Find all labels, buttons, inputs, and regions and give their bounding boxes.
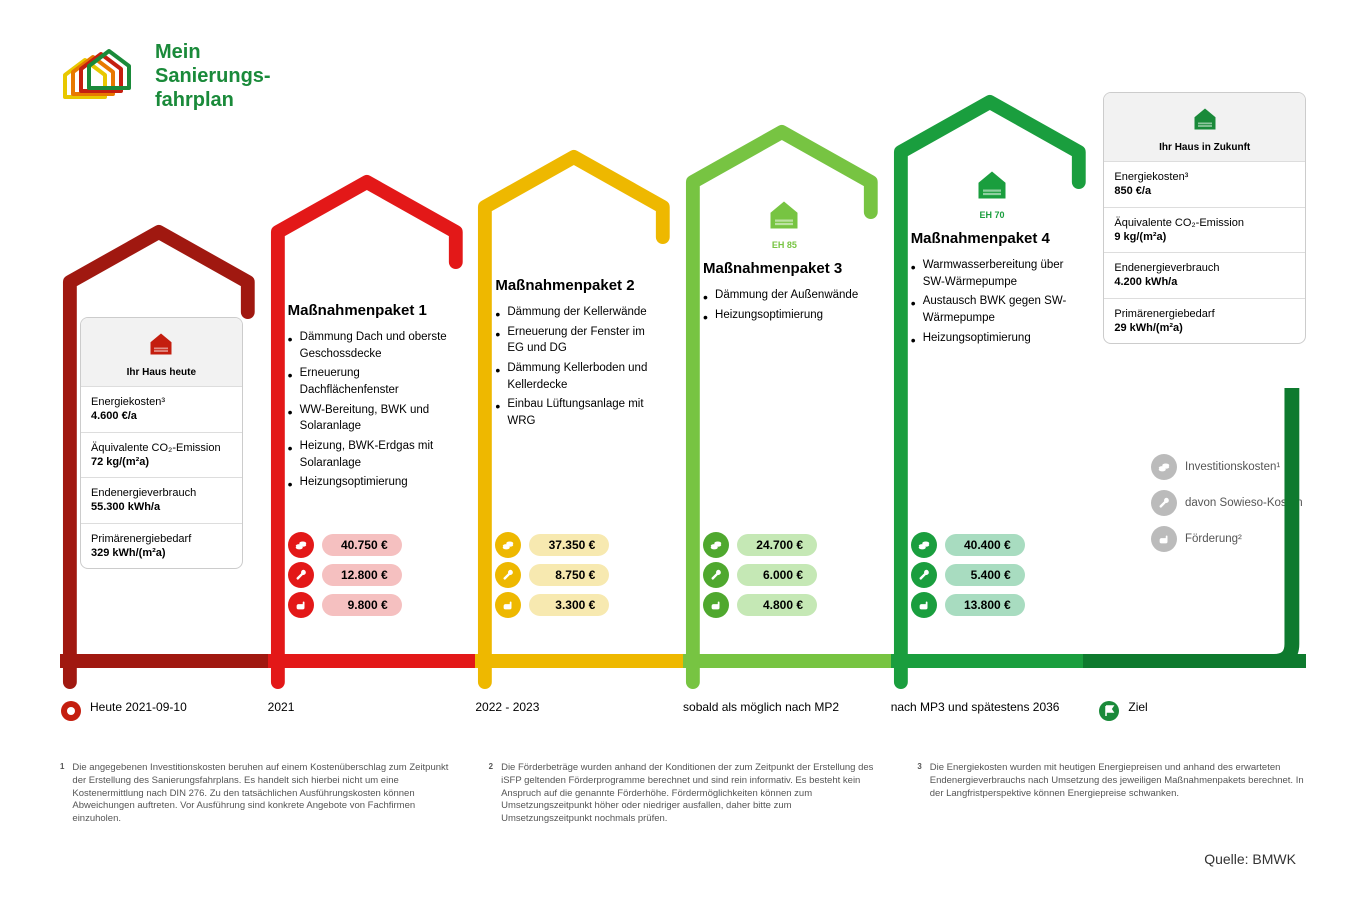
footnote: 1Die angegebenen Investitionskosten beru… (60, 762, 449, 826)
column-4: EH 70Maßnahmenpaket 4Warmwasserbereitung… (891, 52, 1099, 692)
column-5: Ihr Haus in ZukunftEnergiekosten³850 €/a… (1098, 52, 1306, 692)
timeline-item: sobald als möglich nach MP2 (683, 700, 891, 722)
info-box: Ihr Haus in ZukunftEnergiekosten³850 €/a… (1103, 92, 1306, 344)
columns-container: Investitionskosten¹davon Sowieso-KostenF… (60, 52, 1306, 692)
footnote: 2Die Förderbeträge wurden anhand der Kon… (489, 762, 878, 826)
logo (60, 46, 140, 106)
source: Quelle: BMWK (60, 851, 1306, 867)
timeline: Heute 2021-09-1020212022 - 2023sobald al… (60, 700, 1306, 737)
footnote: 3Die Energiekosten wurden mit heutigen E… (917, 762, 1306, 826)
column-3: EH 85Maßnahmenpaket 3Dämmung der Außenwä… (683, 52, 891, 692)
title: Mein Sanierungs- fahrplan (155, 40, 271, 112)
info-box: Ihr Haus heuteEnergiekosten³4.600 €/aÄqu… (80, 317, 243, 569)
timeline-item: 2021 (268, 700, 476, 722)
column-2: Maßnahmenpaket 2Dämmung der KellerwändeE… (475, 52, 683, 692)
footnotes: 1Die angegebenen Investitionskosten beru… (60, 762, 1306, 826)
timeline-item: Heute 2021-09-10 (60, 700, 268, 722)
column-1: Maßnahmenpaket 1Dämmung Dach und oberste… (268, 52, 476, 692)
header: Mein Sanierungs- fahrplan (60, 40, 1306, 112)
column-0: Ihr Haus heuteEnergiekosten³4.600 €/aÄqu… (60, 52, 268, 692)
timeline-item: nach MP3 und spätestens 2036 (891, 700, 1099, 722)
timeline-item: Ziel (1098, 700, 1306, 722)
timeline-item: 2022 - 2023 (475, 700, 683, 722)
